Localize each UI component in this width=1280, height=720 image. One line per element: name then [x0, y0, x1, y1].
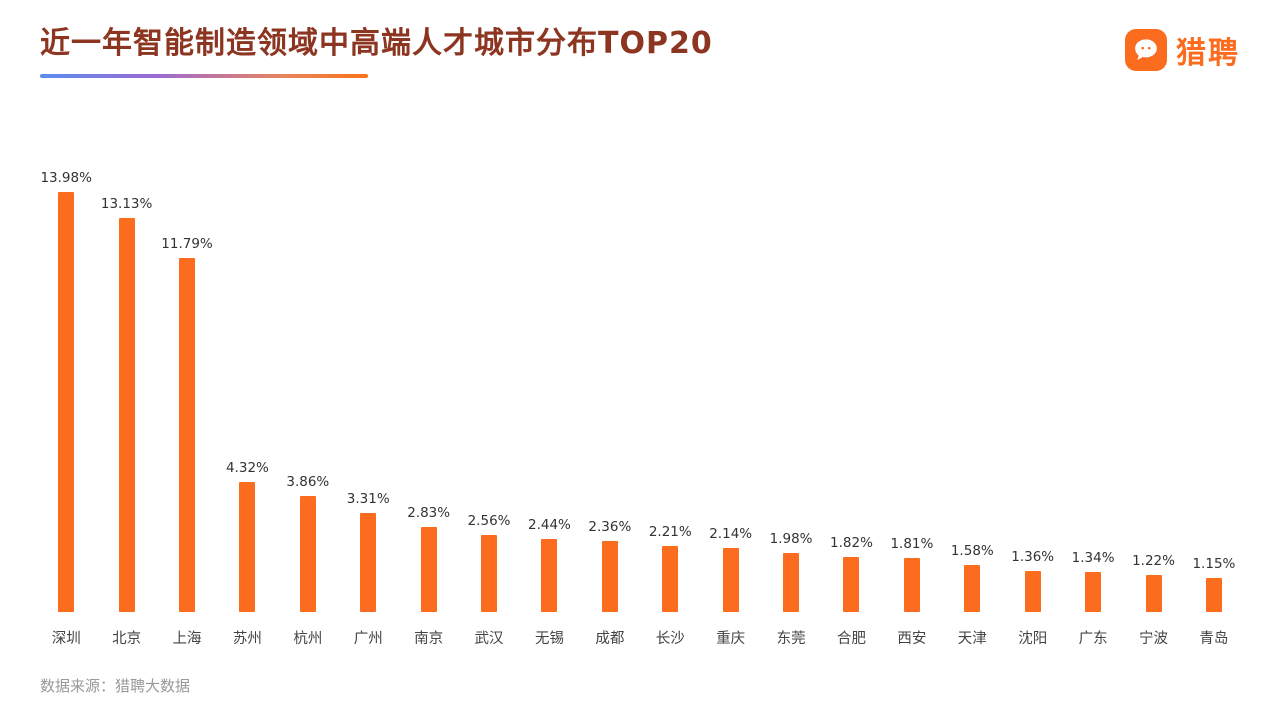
bar-value-label: 1.15% — [1192, 555, 1236, 572]
bar-value-label: 13.98% — [40, 170, 92, 186]
bar — [783, 552, 800, 612]
bar-group: 2.36% 成都 — [580, 148, 640, 648]
bar — [239, 482, 256, 612]
bar-group: 2.21% 长沙 — [640, 148, 700, 648]
bar-value-label: 2.44% — [528, 516, 571, 533]
bar-value-label: 2.36% — [588, 519, 632, 536]
bar — [601, 541, 618, 612]
bar-group: 2.83% 南京 — [398, 148, 458, 648]
bar-category-label: 东莞 — [776, 631, 806, 647]
bar-category-label: 宁波 — [1139, 631, 1169, 647]
bar-value-label: 2.83% — [407, 505, 451, 521]
bar-value-label: 1.82% — [830, 535, 873, 552]
bar-category-label: 西安 — [897, 631, 927, 647]
bar-value-label: 13.13% — [100, 195, 153, 212]
bar-group: 1.58% 天津 — [942, 148, 1002, 648]
bar-group: 11.79% 上海 — [157, 148, 217, 648]
bar — [1205, 577, 1222, 612]
bar-category-label: 合肥 — [836, 631, 866, 647]
bar-value-label: 1.81% — [890, 535, 934, 552]
bar-category-label: 北京 — [112, 631, 142, 647]
bar-category-label: 天津 — [957, 631, 987, 647]
title-block: 近一年智能制造领域中高端人才城市分布TOP20 — [40, 26, 713, 78]
bar-group: 1.22% 宁波 — [1123, 148, 1183, 648]
bar-value-label: 4.32% — [225, 460, 269, 477]
bar-category-label: 广州 — [353, 631, 383, 647]
bar — [420, 527, 437, 612]
bar-category-label: 苏州 — [232, 631, 262, 647]
bar-group: 1.15% 青岛 — [1184, 148, 1244, 648]
bar-category-label: 广东 — [1078, 631, 1108, 647]
bar — [1145, 575, 1162, 612]
bar-group: 1.36% 沈阳 — [1003, 148, 1063, 648]
bar — [662, 545, 679, 612]
bar — [179, 257, 196, 612]
title-underline — [40, 74, 368, 78]
bar-chart: 13.98% 深圳 13.13% 北京 11.79% 上海 4.32% 苏州 3.86% 杭州 3.… — [36, 148, 1244, 648]
bar-category-label: 武汉 — [474, 631, 504, 647]
header: 近一年智能制造领域中高端人才城市分布TOP20 猎聘 — [40, 26, 1240, 78]
bar-value-label: 1.34% — [1071, 549, 1115, 566]
bar-group: 1.81% 西安 — [882, 148, 942, 648]
bar-category-label: 杭州 — [293, 631, 323, 647]
bar — [1024, 571, 1041, 612]
bar — [58, 192, 75, 612]
bar-value-label: 2.21% — [648, 523, 692, 540]
bar — [481, 535, 498, 612]
bar — [964, 564, 981, 612]
bar-group: 2.44% 无锡 — [519, 148, 579, 648]
liepin-logo: 猎聘 — [1125, 28, 1240, 72]
bar-value-label: 2.56% — [467, 513, 511, 530]
bar-value-label: 1.58% — [950, 542, 994, 559]
bar-group: 3.86% 杭州 — [278, 148, 338, 648]
bar-category-label: 深圳 — [51, 631, 81, 647]
bar-category-label: 上海 — [172, 631, 202, 647]
bar-category-label: 长沙 — [655, 631, 685, 647]
bar-value-label: 1.36% — [1011, 549, 1055, 566]
bar-group: 1.34% 广东 — [1063, 148, 1123, 648]
bar-group: 1.82% 合肥 — [821, 148, 881, 648]
bar-value-label: 1.22% — [1132, 553, 1175, 570]
bar — [722, 547, 739, 612]
bar-category-label: 无锡 — [534, 631, 564, 647]
bar — [903, 557, 920, 612]
bar-group: 4.32% 苏州 — [217, 148, 277, 648]
bar-group: 1.98% 东莞 — [761, 148, 821, 648]
bar — [1085, 571, 1102, 612]
bar — [843, 557, 860, 612]
liepin-logo-icon — [1125, 29, 1167, 71]
bar-value-label: 2.14% — [709, 525, 753, 542]
bar-category-label: 青岛 — [1199, 631, 1229, 647]
bar-category-label: 重庆 — [716, 631, 746, 647]
bar — [299, 496, 316, 612]
bar-value-label: 3.31% — [346, 490, 390, 507]
bar — [118, 217, 135, 612]
bar-value-label: 3.86% — [286, 474, 330, 490]
page-title: 近一年智能制造领域中高端人才城市分布TOP20 — [40, 26, 713, 61]
bar-group: 13.98% 深圳 — [36, 148, 96, 648]
data-source: 数据来源：猎聘大数据 — [40, 677, 191, 695]
bar-group: 13.13% 北京 — [96, 148, 156, 648]
bar-value-label: 1.98% — [769, 530, 813, 547]
bar-category-label: 沈阳 — [1018, 631, 1048, 647]
bar-category-label: 成都 — [595, 631, 625, 647]
bar-group: 2.56% 武汉 — [459, 148, 519, 648]
bar-group: 3.31% 广州 — [338, 148, 398, 648]
liepin-logo-text: 猎聘 — [1176, 36, 1240, 71]
bar-value-label: 11.79% — [161, 235, 213, 252]
bar — [541, 538, 558, 612]
bar-group: 2.14% 重庆 — [700, 148, 760, 648]
bar — [360, 512, 377, 612]
bar-category-label: 南京 — [414, 631, 444, 647]
